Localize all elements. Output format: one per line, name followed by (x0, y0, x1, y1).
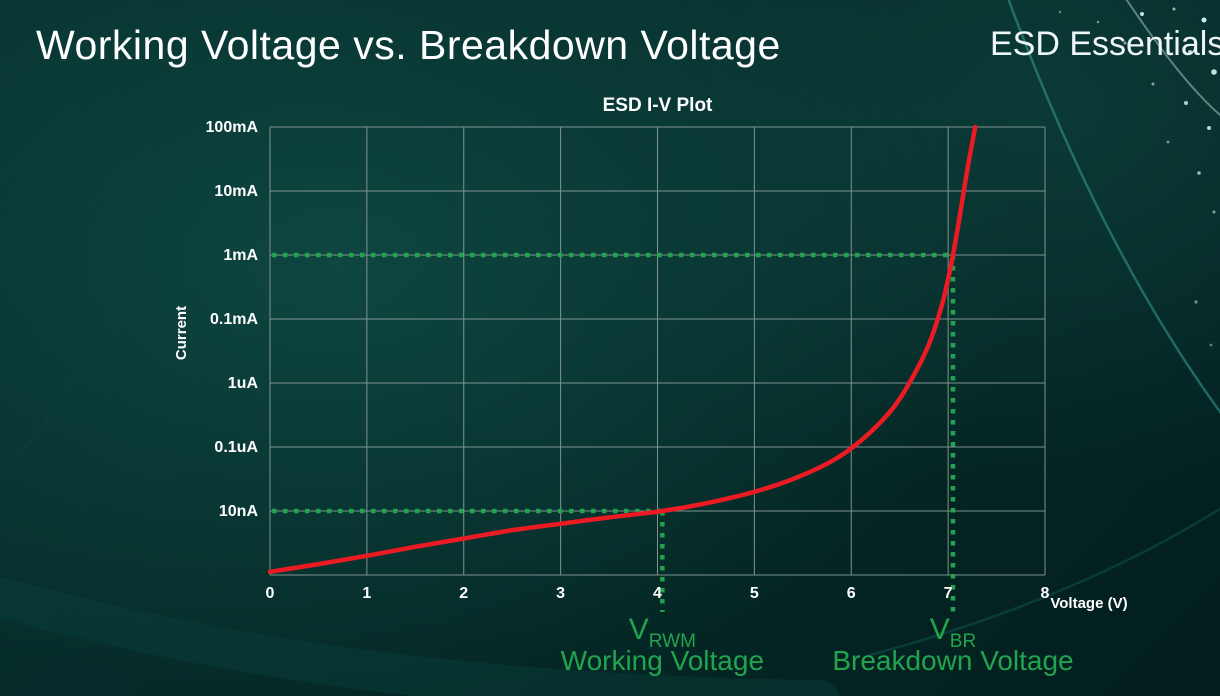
svg-text:100mA: 100mA (206, 119, 259, 136)
decor-star-dots (1058, 7, 1217, 347)
vrwm-caption: Working Voltage (561, 645, 764, 676)
vbr-caption: Breakdown Voltage (832, 645, 1073, 676)
x-axis-label: Voltage (V) (1050, 595, 1127, 612)
svg-text:0: 0 (266, 585, 275, 602)
svg-text:1: 1 (362, 585, 371, 602)
y-axis-label: Current (173, 306, 190, 360)
svg-text:6: 6 (847, 585, 856, 602)
decor-band-bottom (0, 576, 840, 696)
vbr-symbol: VBR (930, 613, 976, 652)
svg-text:5: 5 (750, 585, 759, 602)
svg-text:8: 8 (1041, 585, 1050, 602)
svg-text:4: 4 (653, 585, 662, 602)
x-axis-ticks: 0 1 2 3 4 5 6 7 8 (266, 585, 1050, 602)
decor-arc-left (0, 198, 122, 477)
svg-text:0.1uA: 0.1uA (214, 439, 258, 456)
decor-arc-right (1007, 0, 1220, 414)
chart-grid (269, 126, 1046, 576)
svg-text:1uA: 1uA (228, 375, 259, 392)
iv-curve (267, 124, 978, 575)
decor-arc-bottomright (868, 507, 1220, 657)
y-axis-ticks: 100mA 10mA 1mA 0.1mA 1uA 0.1uA 10nA (206, 119, 259, 520)
chart-title: ESD I-V Plot (603, 95, 713, 116)
vrwm-symbol: VRWM (629, 613, 696, 652)
svg-text:7: 7 (944, 585, 953, 602)
svg-text:10mA: 10mA (214, 183, 258, 200)
slide-title: Working Voltage vs. Breakdown Voltage (36, 22, 781, 68)
svg-text:0.1mA: 0.1mA (210, 311, 258, 328)
brand-text: ESD Essentials (990, 25, 1220, 63)
decor-arc-topright (1125, 0, 1220, 117)
svg-text:3: 3 (556, 585, 565, 602)
svg-text:10nA: 10nA (219, 503, 259, 520)
svg-text:2: 2 (459, 585, 468, 602)
vbr-guide-lines (272, 252, 956, 612)
svg-text:1mA: 1mA (223, 247, 258, 264)
